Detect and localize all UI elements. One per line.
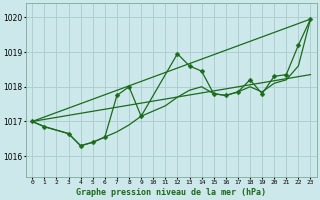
X-axis label: Graphe pression niveau de la mer (hPa): Graphe pression niveau de la mer (hPa) <box>76 188 266 197</box>
